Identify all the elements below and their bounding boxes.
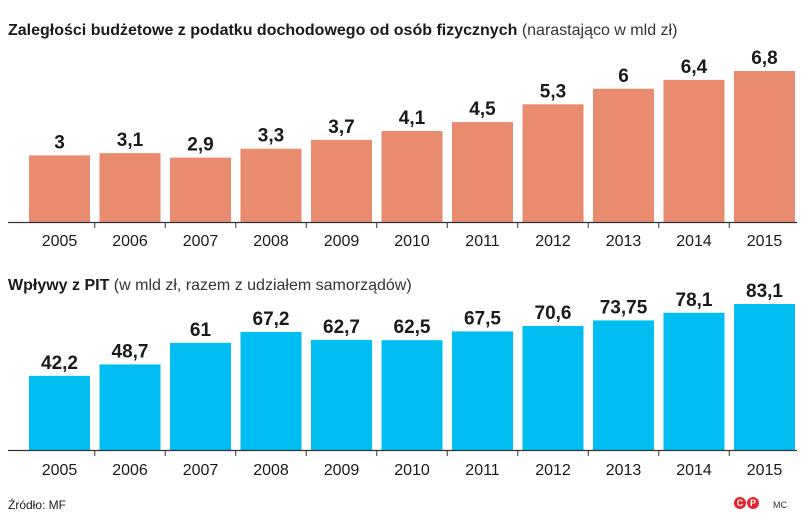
pit-tick-label-2009: 2009 — [324, 462, 360, 479]
arrears-tick-label-2009: 2009 — [324, 233, 360, 250]
source-note: Źródło: MF — [8, 498, 67, 512]
arrears-value-label-2009: 3,7 — [328, 117, 354, 138]
arrears-value-label-2005: 3 — [54, 132, 65, 153]
pit-bar-2011 — [452, 331, 513, 450]
pit-value-label-2009: 62,7 — [323, 317, 360, 338]
pit-tick-label-2007: 2007 — [183, 462, 219, 479]
pit-value-label-2013: 73,75 — [600, 297, 648, 318]
pit-bar-2014 — [663, 312, 725, 450]
pit-value-label-2006: 48,7 — [112, 341, 149, 362]
publisher-logo: C P — [734, 497, 759, 509]
arrears-tick-label-2005: 2005 — [42, 233, 78, 250]
pit-bar-2015 — [734, 304, 795, 450]
chart-title-arrears-main: Zaległości budżetowe z podatku dochodowe… — [8, 22, 518, 39]
pit-value-label-2010: 62,5 — [394, 317, 431, 338]
pit-tick-label-2005: 2005 — [42, 462, 78, 479]
arrears-tick-label-2011: 2011 — [465, 233, 500, 250]
pit-value-label-2008: 67,2 — [253, 309, 290, 330]
chart-title-pit-sub: (w mld zł, razem z udziałem samorządów) — [113, 277, 412, 294]
arrears-value-label-2010: 4,1 — [399, 108, 426, 129]
arrears-bar-2009 — [311, 139, 372, 222]
arrears-tick-label-2012: 2012 — [535, 233, 571, 250]
arrears-bar-2010 — [381, 130, 443, 222]
arrears-tick-label-2008: 2008 — [253, 233, 289, 250]
pit-tick-label-2013: 2013 — [606, 462, 642, 479]
arrears-bar-2014 — [663, 79, 725, 222]
logo-letter-c: C — [734, 497, 746, 509]
pit-tick-label-2006: 2006 — [112, 462, 148, 479]
arrears-bar-2008 — [240, 148, 302, 222]
arrears-bar-2012 — [522, 104, 584, 222]
arrears-bar-2006 — [99, 153, 161, 222]
arrears-value-label-2013: 6 — [618, 66, 629, 87]
pit-tick-label-2012: 2012 — [535, 462, 571, 479]
pit-bar-2007 — [170, 342, 231, 450]
arrears-value-label-2007: 2,9 — [187, 135, 213, 156]
pit-value-label-2015: 83,1 — [746, 281, 783, 302]
arrears-tick-label-2006: 2006 — [112, 233, 148, 250]
arrears-tick-label-2007: 2007 — [183, 233, 219, 250]
pit-tick-label-2010: 2010 — [394, 462, 430, 479]
pit-value-label-2014: 78,1 — [676, 290, 713, 311]
arrears-bar-2013 — [593, 88, 654, 222]
arrears-bar-2015 — [734, 71, 795, 222]
pit-value-label-2007: 61 — [190, 320, 212, 341]
author-initials: MC — [773, 500, 787, 510]
chart-title-pit: Wpływy z PIT (w mld zł, razem z udziałem… — [8, 277, 412, 295]
pit-tick-label-2015: 2015 — [747, 462, 783, 479]
pit-bar-2006 — [99, 364, 161, 450]
chart-title-pit-main: Wpływy z PIT — [8, 277, 110, 294]
arrears-tick-label-2010: 2010 — [394, 233, 430, 250]
pit-bar-2010 — [381, 340, 443, 450]
pit-tick-label-2008: 2008 — [253, 462, 289, 479]
pit-bar-2009 — [311, 339, 372, 450]
arrears-bar-2011 — [452, 122, 513, 222]
chart-title-arrears-sub: (narastająco w mld zł) — [521, 22, 678, 39]
pit-bar-2013 — [593, 320, 654, 450]
chart-title-arrears: Zaległości budżetowe z podatku dochodowe… — [8, 22, 677, 40]
pit-bar-2008 — [240, 331, 302, 450]
arrears-value-label-2015: 6,8 — [751, 48, 777, 69]
arrears-tick-label-2015: 2015 — [747, 233, 783, 250]
pit-value-label-2011: 67,5 — [464, 308, 501, 329]
arrears-tick-label-2013: 2013 — [606, 233, 642, 250]
pit-value-label-2005: 42,2 — [41, 353, 78, 374]
arrears-value-label-2012: 5,3 — [540, 81, 566, 102]
arrears-tick-label-2014: 2014 — [676, 233, 712, 250]
arrears-bar-2007 — [170, 157, 231, 222]
arrears-bar-2005 — [29, 155, 90, 222]
pit-bar-2005 — [29, 375, 90, 450]
arrears-value-label-2008: 3,3 — [258, 126, 284, 147]
arrears-value-label-2006: 3,1 — [117, 130, 144, 151]
pit-value-label-2012: 70,6 — [535, 303, 572, 324]
arrears-value-label-2014: 6,4 — [681, 57, 708, 78]
pit-bar-2012 — [522, 325, 584, 450]
pit-tick-label-2011: 2011 — [465, 462, 500, 479]
arrears-value-label-2011: 4,5 — [469, 99, 496, 120]
logo-letter-p: P — [747, 497, 759, 509]
pit-tick-label-2014: 2014 — [676, 462, 712, 479]
